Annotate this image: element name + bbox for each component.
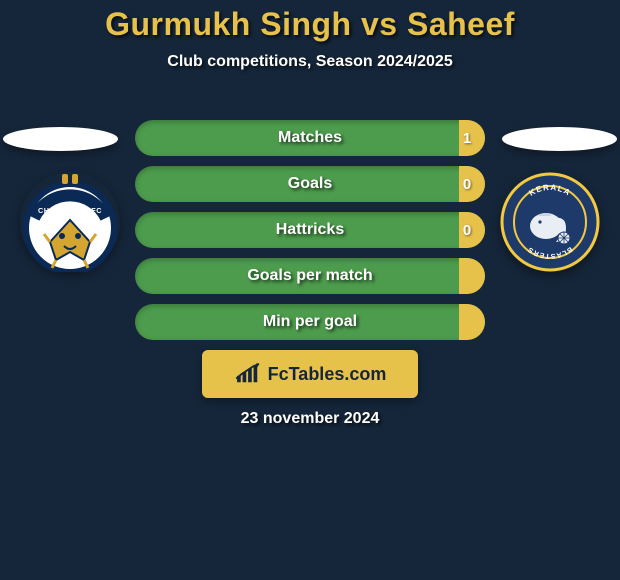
stat-value-right: 0 <box>455 166 479 202</box>
stats-container: Matches 1 Goals 0 Hattricks 0 Goals per match M… <box>135 120 485 350</box>
stat-value-right: 0 <box>455 212 479 248</box>
stat-bar: Goals 0 <box>135 166 485 202</box>
stat-bar: Hattricks 0 <box>135 212 485 248</box>
branding-text: FcTables.com <box>268 364 387 385</box>
bar-chart-icon <box>234 363 264 385</box>
left-oval <box>3 127 118 151</box>
stat-bar: Matches 1 <box>135 120 485 156</box>
right-oval <box>502 127 617 151</box>
stat-bar-accent <box>459 304 485 340</box>
stat-label: Goals <box>288 175 332 193</box>
stat-value-right: 1 <box>455 120 479 156</box>
stat-label: Hattricks <box>276 221 344 239</box>
comparison-card: Gurmukh Singh vs Saheef Club competition… <box>0 0 620 580</box>
stat-bar: Goals per match <box>135 258 485 294</box>
stat-bar: Min per goal <box>135 304 485 340</box>
stat-label: Min per goal <box>263 313 357 331</box>
stat-label: Matches <box>278 129 342 147</box>
subtitle: Club competitions, Season 2024/2025 <box>0 53 620 71</box>
snapshot-date: 23 november 2024 <box>0 410 620 428</box>
branding-badge[interactable]: FcTables.com <box>202 350 418 398</box>
stat-bar-accent <box>459 258 485 294</box>
chennaiyin-logo-icon: CHENNAIYIN FC <box>20 172 120 272</box>
team-name-left: CHENNAIYIN FC <box>38 206 102 215</box>
stat-label: Goals per match <box>247 267 372 285</box>
team-badge-left: CHENNAIYIN FC <box>20 172 120 272</box>
team-badge-right: KERALA BLASTERS <box>500 172 600 272</box>
kerala-blasters-logo-icon: KERALA BLASTERS <box>500 172 600 272</box>
page-title: Gurmukh Singh vs Saheef <box>0 0 620 43</box>
